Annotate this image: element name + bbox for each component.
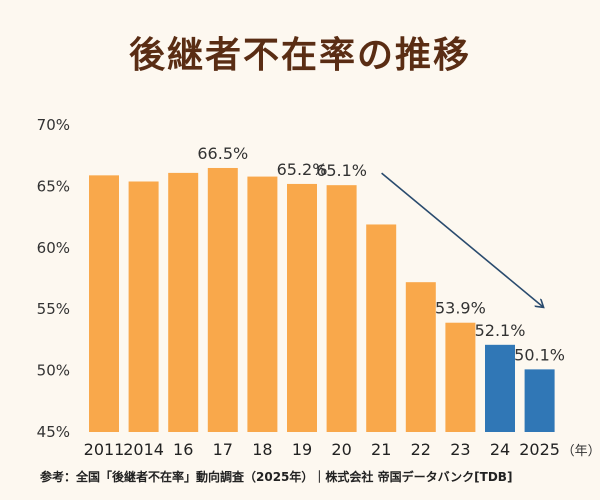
x-tick-label: 2014 — [123, 440, 164, 459]
data-label: 50.1% — [514, 345, 565, 364]
trend-arrow — [381, 172, 544, 307]
y-tick-label: 65% — [37, 177, 70, 195]
bar-21 — [366, 224, 397, 432]
bar-24 — [485, 344, 515, 432]
bar-22 — [405, 282, 436, 432]
x-tick-label: 19 — [292, 440, 312, 459]
bar-18 — [247, 176, 278, 432]
x-tick-label: 2011 — [84, 440, 125, 459]
data-label: 53.9% — [435, 299, 486, 318]
bar-19 — [287, 183, 317, 432]
bar-2025 — [524, 369, 555, 432]
chart-title: 後継者不在率の推移 — [128, 35, 471, 76]
source-footnote: 参考：全国「後継者不在率」動向調査（2025年）｜株式会社 帝国データバンク[T… — [40, 470, 513, 484]
data-label: 52.1% — [475, 321, 526, 340]
x-tick-label: 21 — [371, 440, 391, 459]
bar-16 — [168, 172, 199, 432]
bars — [89, 167, 555, 433]
y-axis: 45% 50% 55% 60% 65% 70% — [37, 116, 70, 441]
y-tick-label: 60% — [37, 239, 70, 257]
x-tick-label: 18 — [252, 440, 272, 459]
y-tick-label: 55% — [37, 300, 70, 318]
x-tick-label: 20 — [331, 440, 351, 459]
data-label: 66.5% — [197, 144, 248, 163]
x-tick-label: 22 — [411, 440, 431, 459]
bar-20 — [326, 185, 357, 432]
data-label: 65.2% — [277, 160, 328, 179]
bar-2014 — [128, 181, 159, 432]
y-tick-label: 45% — [37, 423, 70, 441]
x-tick-label: 2025 — [519, 440, 560, 459]
bar-23 — [445, 322, 476, 432]
y-tick-label: 70% — [37, 116, 70, 134]
bar-chart: 45% 50% 55% 60% 65% 70% 66.5% 65.2%65.1% 53.9% 5… — [37, 116, 600, 459]
y-tick-label: 50% — [37, 362, 70, 380]
x-tick-label: 24 — [490, 440, 510, 459]
x-tick-label: 23 — [450, 440, 470, 459]
x-tick-label: 17 — [213, 440, 233, 459]
data-labels: 66.5% 65.2%65.1% 53.9% 52.1% 50.1% — [197, 144, 565, 364]
x-tick-label: 16 — [173, 440, 193, 459]
x-unit-label: （年） — [562, 444, 600, 459]
data-label: 65.1% — [316, 161, 367, 180]
bar-17 — [207, 167, 238, 433]
bar-2011 — [89, 175, 119, 432]
